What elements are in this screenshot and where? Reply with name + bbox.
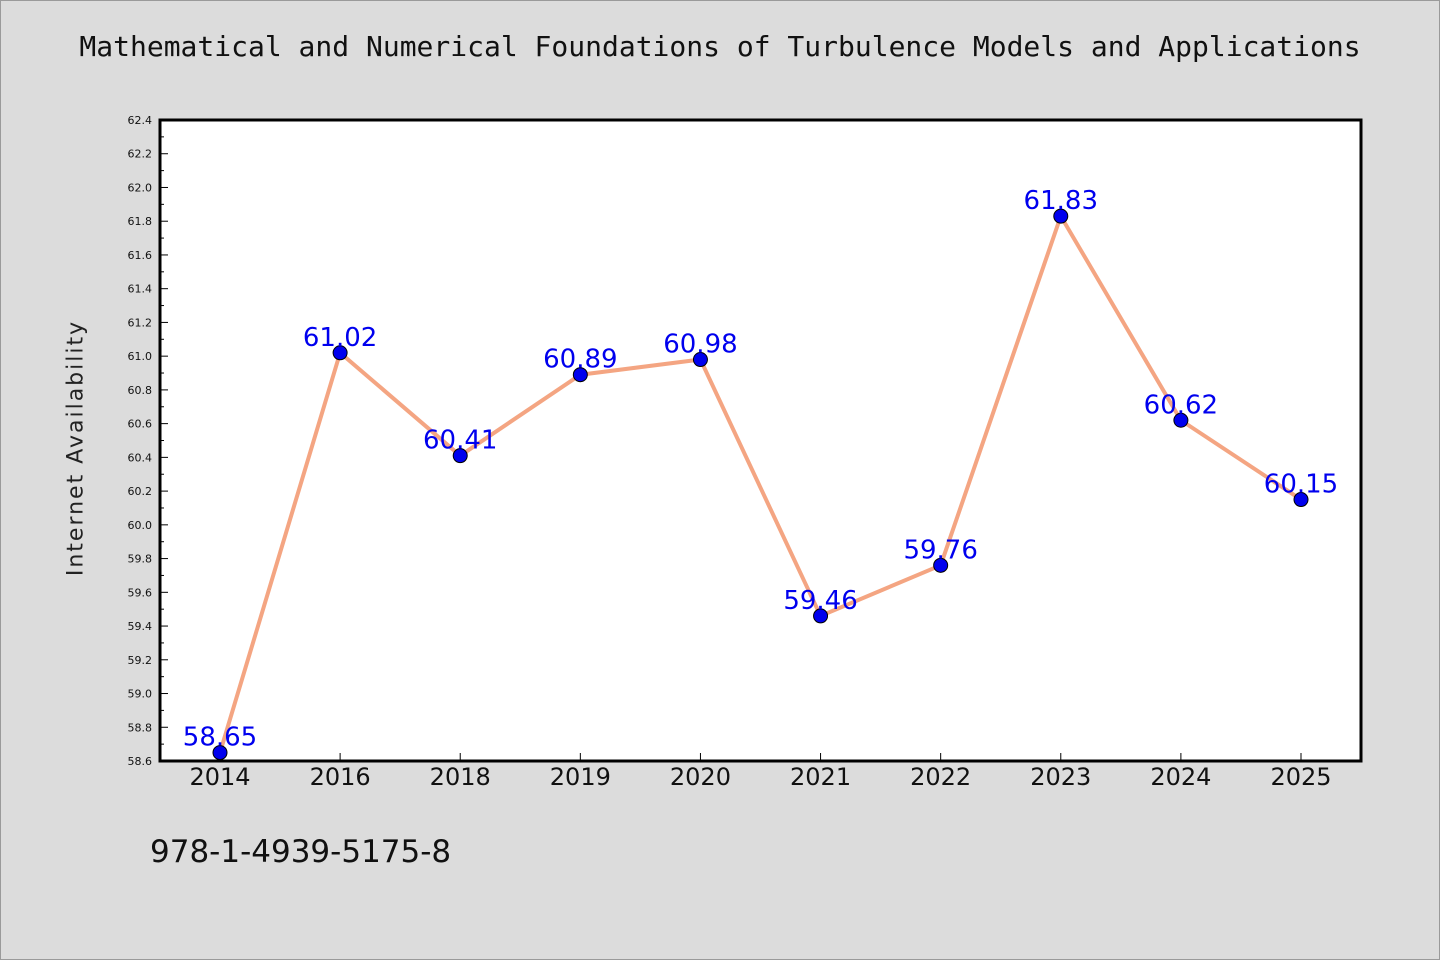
y-tick-label: 60.0 [128,519,153,532]
y-tick-label: 60.6 [128,418,153,431]
data-label: 60.89 [543,345,617,375]
data-point [1293,492,1309,508]
plot-area [160,120,1361,761]
data-label: 60.62 [1144,390,1218,420]
x-tick-label: 2014 [189,763,250,791]
y-tick-label: 61.2 [128,316,153,329]
y-tick-label: 61.8 [128,215,153,228]
x-axis: 2014 2016 2018 2019 2020 2021 2022 2023 2024 2025 [189,753,1332,791]
series-markers [212,208,1309,761]
data-label: 59.46 [783,586,857,616]
y-tick-label: 60.8 [128,384,153,397]
data-label: 61.02 [303,323,377,353]
data-point [692,352,708,368]
data-point [1053,208,1069,224]
plot-border [158,118,1363,763]
x-tick-label: 2025 [1270,763,1331,791]
y-tick-label: 59.2 [128,654,153,667]
data-label: 61.83 [1024,186,1098,216]
y-tick-label: 59.4 [128,620,153,633]
data-label: 59.76 [903,535,977,565]
data-point [572,367,588,383]
y-tick-label: 62.4 [128,114,153,127]
x-tick-label: 2020 [670,763,731,791]
data-label: 60.98 [663,330,737,360]
x-tick-label: 2024 [1150,763,1211,791]
isbn-text: 978-1-4939-5175-8 [150,834,452,870]
y-axis: 58.6 58.8 59.0 59.2 59.4 59.6 59.8 60.0 60.2 60.4… [128,114,168,768]
data-point [1173,412,1189,428]
y-tick-label: 62.0 [128,181,153,194]
y-tick-label: 62.2 [128,148,153,161]
x-tick-label: 2019 [550,763,611,791]
chart-title: Mathematical and Numerical Foundations o… [79,30,1361,63]
data-labels: 58.65 61.02 60.41 60.89 60.98 59.46 59.76 61.83… [183,186,1338,752]
y-tick-label: 61.6 [128,249,153,262]
series-line [218,214,1303,754]
y-tick-label: 58.6 [128,755,153,768]
y-tick-label: 60.4 [128,451,153,464]
data-point [332,345,348,361]
y-tick-label: 60.2 [128,485,153,498]
data-point [813,608,829,624]
y-tick-label: 59.8 [128,553,153,566]
y-tick-label: 59.6 [128,586,153,599]
x-tick-label: 2021 [790,763,851,791]
data-label: 60.15 [1264,470,1338,500]
data-label: 58.65 [183,723,257,753]
data-point [452,448,468,464]
x-tick-label: 2016 [310,763,371,791]
data-label: 60.41 [423,426,497,456]
x-tick-label: 2023 [1030,763,1091,791]
x-tick-label: 2022 [910,763,971,791]
y-tick-label: 58.8 [128,721,153,734]
y-tick-label: 59.0 [128,688,153,701]
y-tick-label: 61.0 [128,350,153,363]
y-tick-label: 61.4 [128,283,153,296]
data-point [933,557,949,573]
x-tick-label: 2018 [430,763,491,791]
